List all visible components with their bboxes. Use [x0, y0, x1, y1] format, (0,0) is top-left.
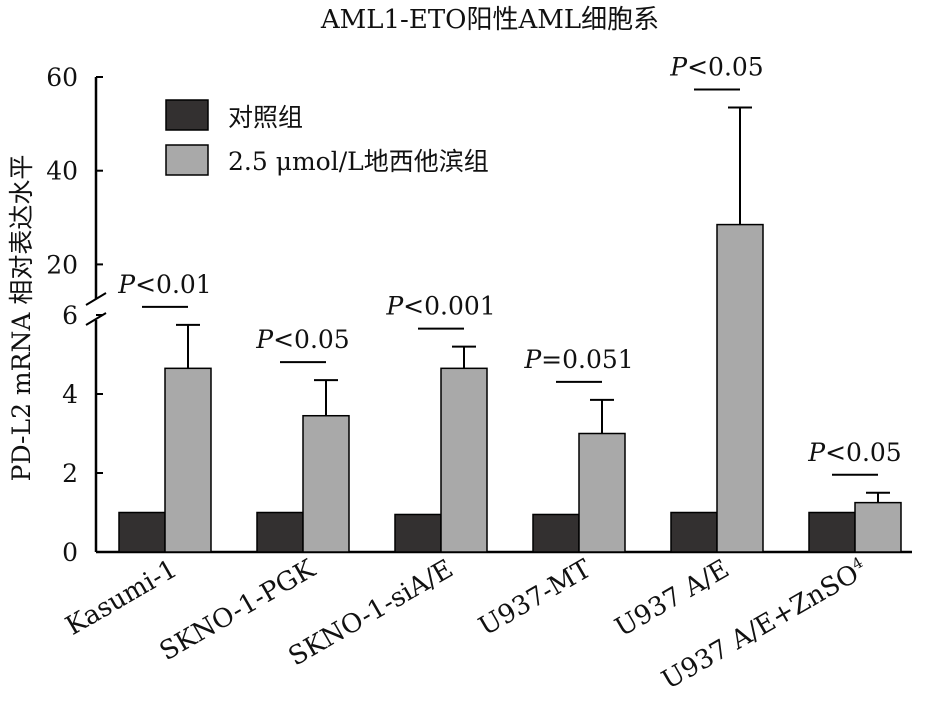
p-value-label: P<0.05	[255, 325, 349, 354]
bar-control	[808, 511, 856, 553]
significance-annotations: P<0.01 P<0.05 P<0.001 P=0.051 P<0.05 P<0.05	[117, 52, 902, 476]
y-tick-label: 0	[62, 538, 78, 567]
y-tick-label: 20	[46, 250, 78, 279]
bar-control	[118, 511, 166, 553]
y-tick-label: 2	[62, 459, 78, 488]
bar-decitabine	[716, 223, 764, 553]
legend: 对照组 2.5 μmol/L地西他滨组	[165, 99, 489, 176]
bar-control	[532, 513, 580, 553]
p-value-label: P<0.001	[385, 292, 495, 321]
x-tick-label: Kasumi-1	[61, 554, 183, 642]
y-axis-label: PD-L2 mRNA 相对表达水平	[7, 155, 36, 482]
bar-decitabine	[164, 367, 212, 553]
chart-title: AML1-ETO阳性AML细胞系	[320, 5, 659, 35]
bar-control	[256, 511, 304, 553]
bar-decitabine	[578, 432, 626, 553]
y-tick-label: 4	[62, 380, 78, 409]
bar-decitabine	[302, 414, 350, 553]
legend-swatch-decitabine	[165, 144, 209, 176]
axis-break-mark	[85, 292, 107, 306]
x-tick-label: U937 A/E	[610, 554, 734, 643]
x-tick-label: U937-MT	[474, 554, 597, 642]
y-tick-label: 60	[46, 63, 78, 92]
error-bars	[176, 106, 890, 503]
p-value-label: P<0.01	[117, 270, 211, 299]
p-value-label: P<0.05	[807, 438, 901, 467]
p-value-label: P<0.05	[669, 52, 763, 81]
bar-decitabine	[854, 501, 902, 553]
bar-control	[670, 511, 718, 553]
p-value-label: P=0.051	[523, 345, 633, 374]
y-tick-label: 40	[46, 157, 78, 186]
bars	[118, 223, 902, 553]
y-tick-label: 6	[62, 301, 78, 330]
axes: 0 2 4 6 20 40 60	[46, 63, 912, 567]
bar-control	[394, 513, 442, 553]
bar-decitabine	[440, 367, 488, 553]
legend-swatch-control	[165, 99, 209, 131]
legend-label-control: 对照组	[228, 103, 303, 132]
legend-label-decitabine: 2.5 μmol/L地西他滨组	[228, 147, 489, 176]
